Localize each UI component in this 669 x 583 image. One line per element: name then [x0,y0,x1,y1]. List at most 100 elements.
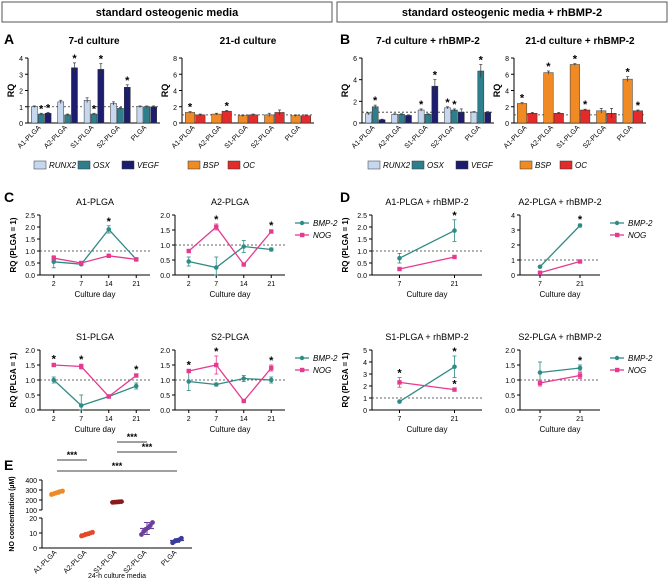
chart-title: A1-PLGA [76,197,114,207]
y-axis-label: RQ [6,84,16,98]
bar-RUNX2 [136,106,144,124]
significance-star: * [107,216,112,228]
point-BMP-2 [268,247,274,252]
series-line-BMP-2 [539,367,581,374]
point-BMP-2 [51,377,57,383]
line-chart-D_S2: S2-PLGA + rhBMP-2 0.0 0.5 1.0 1.5 2.0 7 21 Cultu… [505,332,653,434]
legend-label: NOG [313,366,331,375]
y-tick-label: 200 [25,498,37,505]
x-tick-label: 7 [79,281,83,288]
bar-OC [221,110,232,124]
point-NOG [577,259,583,264]
panel-letter-b: B [340,31,350,47]
point-NOG [214,224,219,230]
x-tick-label: 14 [240,416,248,423]
bar-OSX [398,114,405,124]
y-tick-label: 6 [173,72,177,79]
chart-title: 7-d culture [68,36,120,47]
point-NOG [397,266,402,272]
legend-label: OSX [93,161,111,170]
y-tick-label: 2 [353,99,357,106]
legend-label: OC [243,161,255,170]
point-NOG [134,373,139,378]
significance-star: * [626,67,631,79]
chart-title: A2-PLGA [211,197,249,207]
legend-label: OC [575,161,587,170]
bar-BSP [517,103,528,124]
x-tick-label: 21 [267,281,275,288]
bar-VEGF [123,87,131,124]
header-left-box [1,1,333,23]
chart-title: A1-PLGA + rhBMP-2 [385,197,468,207]
point-BMP-2 [577,365,583,371]
legend-label: BMP-2 [628,219,653,228]
point-BMP-2 [268,377,274,383]
point-BMP-2 [577,223,583,228]
point-BMP-2 [537,264,543,270]
legend-swatch-RUNX2 [367,160,381,170]
y-tick-label: 10 [29,531,37,538]
bar-OSX [371,106,379,124]
series-line-NOG [399,256,455,270]
x-tick-label: 7 [214,416,218,423]
y-tick-label: 0.5 [25,261,35,268]
y-tick-label: 1.0 [25,249,35,256]
y-tick-label: 1.0 [25,378,35,385]
chart-title: A2-PLGA + rhBMP-2 [518,197,601,207]
series-line-BMP-2 [399,230,455,259]
legend-label: BMP-2 [313,354,338,363]
series-line-BMP-2 [188,377,272,386]
significance-star: * [520,93,525,105]
point-NOG [214,362,219,368]
bar-OC [195,114,206,124]
chart-title: 21-d culture + rhBMP-2 [525,36,635,47]
x-axis-label: Culture day [540,425,581,434]
series-line-NOG [53,255,137,264]
chart-title: S1-PLGA + rhBMP-2 [385,332,468,342]
y-tick-label: 6 [505,72,509,79]
y-tick-label: 1.5 [160,363,170,370]
y-axis-label: RQ [160,84,170,98]
x-tick-label: 21 [451,281,459,288]
point-BMP-2 [133,383,139,389]
point-NOG [79,260,84,266]
y-tick-label: 0.5 [160,393,170,400]
data-point [147,523,153,528]
x-tick-label: 7 [214,281,218,288]
significance-star: * [397,368,402,380]
x-tick-label: 21 [132,416,140,423]
point-BMP-2 [186,259,192,264]
y-axis-label: RQ [340,84,350,98]
point-NOG [452,254,457,260]
x-tick-label: 2 [52,281,56,288]
point-BMP-2 [213,382,219,387]
legend-label: BMP-2 [628,354,653,363]
y-tick-label: 2.0 [505,348,515,355]
legend-label: NOG [628,231,646,240]
y-tick-label: 1 [511,258,515,265]
comparison-label: *** [142,442,153,452]
y-tick-label: 0 [173,121,177,128]
point-NOG [269,365,274,371]
x-tick-label: 21 [132,281,140,288]
legend-label: VEGF [471,161,494,170]
significance-star: * [225,100,230,112]
y-axis-label: RQ (PLGA = 1) [9,352,18,407]
y-tick-label: 2 [173,105,177,112]
header-left: standard osteogenic media [96,7,239,19]
point-NOG [269,229,274,234]
data-point [139,532,144,537]
bar-RUNX2 [391,114,399,124]
significance-star: * [134,364,139,376]
legend-marker-NOG [615,232,620,238]
y-tick-label: 1.0 [505,378,515,385]
y-tick-label: 2.0 [25,225,35,232]
line-chart-D_A2: A2-PLGA + rhBMP-2 0 1 2 3 4 7 21 Culture day * BMP… [511,197,653,299]
bar-BSP [185,112,196,124]
bar-BSP [211,113,222,124]
header-right: standard osteogenic media + rhBMP-2 [402,7,602,19]
chart-title: S2-PLGA [211,332,249,342]
bar-OC [300,115,311,124]
point-NOG [186,248,191,254]
bar-OC [632,110,643,124]
